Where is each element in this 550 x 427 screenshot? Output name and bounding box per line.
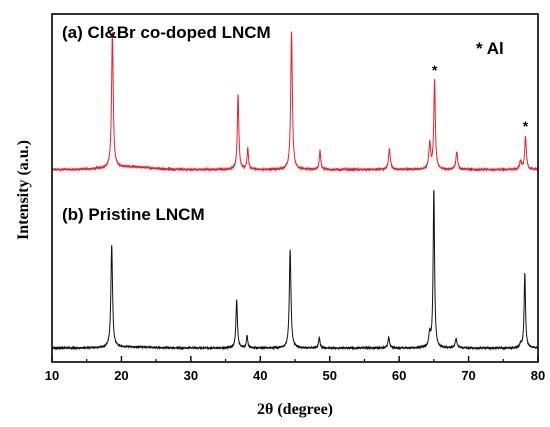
panel-label-b: (b) Pristine LNCM	[62, 205, 205, 224]
plot-frame	[51, 13, 539, 363]
x-tick-label-60: 60	[392, 368, 406, 383]
x-tick-label-50: 50	[322, 368, 336, 383]
series-layer: **	[51, 31, 539, 351]
al-peak-marker-2: *	[523, 118, 529, 134]
x-tick-label-40: 40	[253, 368, 267, 383]
x-tick-label-10: 10	[45, 368, 59, 383]
al-peak-marker-1: *	[432, 62, 438, 78]
series-line-b	[51, 189, 539, 351]
x-tick-label-30: 30	[184, 368, 198, 383]
x-tick-label-80: 80	[531, 368, 545, 383]
series-line-a	[51, 31, 539, 173]
panel-label-a: (a) Cl&Br co-doped LNCM	[62, 23, 271, 42]
x-axis-title: 2θ (degree)	[257, 401, 333, 418]
x-tick-label-20: 20	[114, 368, 128, 383]
legend-al-marker: * Al	[476, 39, 504, 58]
x-tick-label-70: 70	[461, 368, 475, 383]
y-axis-title: Intensity (a.u.)	[15, 140, 32, 240]
x-axis: 10 20 30 40 50 60 70 80	[45, 356, 545, 383]
